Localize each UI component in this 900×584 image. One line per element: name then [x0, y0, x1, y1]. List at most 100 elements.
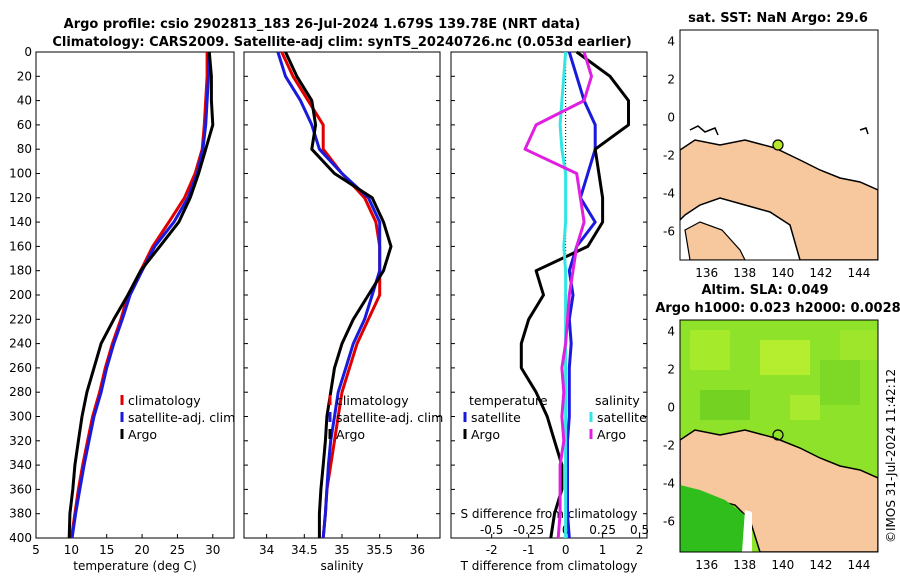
legend-sal-entry: satellite	[597, 410, 647, 425]
x-tick-label: 0	[562, 543, 570, 557]
sla-argo-marker	[772, 429, 784, 441]
map-y-tick-label: -2	[663, 439, 675, 453]
map-x-tick-label: 138	[733, 266, 756, 280]
map-y-tick-label: 0	[667, 400, 675, 414]
x-axis-label: temperature (deg C)	[73, 559, 196, 573]
sst-land-png	[680, 139, 878, 260]
y-tick-label: 100	[9, 167, 32, 181]
x-tick-label: 2	[636, 543, 644, 557]
y-tick-label: 200	[9, 288, 32, 302]
map-y-tick-label: 4	[667, 324, 675, 338]
x-tick-label: 20	[134, 543, 149, 557]
figure-title-line1: Argo profile: csio 2902813_183 26-Jul-20…	[64, 17, 581, 32]
s-tick-label: -0.5	[480, 523, 503, 537]
x-tick-label: 36	[410, 543, 425, 557]
y-tick-label: 80	[17, 142, 32, 156]
sst-map-title: sat. SST: NaN Argo: 29.6	[688, 11, 868, 26]
x-tick-label: 30	[205, 543, 220, 557]
x-tick-label: 35	[334, 543, 349, 557]
y-tick-label: 400	[9, 531, 32, 545]
map-y-tick-label: 4	[667, 34, 675, 48]
x-tick-label: 1	[599, 543, 607, 557]
map-y-tick-label: 0	[667, 110, 675, 124]
series-t-argo-line	[519, 50, 630, 539]
sla-map-title2: Argo h1000: 0.023 h2000: 0.0028	[655, 301, 900, 316]
legend-entry: Argo	[336, 427, 365, 442]
map-y-tick-label: -4	[663, 477, 675, 491]
legend-temp-entry: Argo	[471, 427, 500, 442]
series-satellite-adj-clim-line	[70, 52, 210, 539]
s-tick-label: 0.25	[589, 523, 616, 537]
sla-map-panel: Altim. SLA: 0.049 Argo h1000: 0.023 h200…	[655, 283, 900, 553]
sst-argo-marker	[772, 139, 784, 151]
map-x-tick-label: 144	[848, 266, 871, 280]
y-tick-label: 180	[9, 264, 32, 278]
y-tick-label: 240	[9, 337, 32, 351]
legend-entry: climatology	[336, 393, 409, 408]
x-axis-label: T difference from climatology	[460, 559, 638, 573]
y-tick-label: 380	[9, 507, 32, 521]
map-y-tick-label: -6	[663, 224, 675, 238]
sla-map-title1: Altim. SLA: 0.049	[702, 283, 829, 298]
series-argo-line	[284, 51, 393, 538]
footer-stamp: ©IMOS 31-Jul-2024 11:42:12	[884, 369, 898, 543]
legend-temp-entry: satellite	[471, 410, 521, 425]
x-tick-label: 10	[64, 543, 79, 557]
y-tick-label: 60	[17, 118, 32, 132]
x-tick-label: 34	[259, 543, 274, 557]
map-y-tick-label: -2	[663, 148, 675, 162]
y-tick-label: 0	[24, 45, 32, 59]
map-x-tick-label: 136	[695, 266, 718, 280]
legend-temp-title: temperature	[469, 393, 548, 408]
map-y-tick-label: -4	[663, 186, 675, 200]
x-axis-label: salinity	[320, 559, 363, 573]
x-tick-label: 34.5	[291, 543, 318, 557]
y-tick-label: 260	[9, 361, 32, 375]
legend-entry: satellite-adj. clim	[128, 410, 235, 425]
y-tick-label: 360	[9, 482, 32, 496]
x-tick-label: 5	[32, 543, 40, 557]
legend-entry: Argo	[128, 427, 157, 442]
map-x-tick-label: 140	[771, 558, 794, 572]
s-tick-label: 0.5	[630, 523, 649, 537]
x-tick-label: -2	[486, 543, 498, 557]
sst-land-island	[684, 221, 746, 260]
map-x-tick-label: 144	[848, 558, 871, 572]
y-tick-label: 160	[9, 239, 32, 253]
map-x-tick-label: 136	[695, 558, 718, 572]
y-tick-label: 220	[9, 312, 32, 326]
series-s-argo-line	[523, 51, 593, 539]
legend-sal-title: salinity	[595, 393, 640, 408]
y-tick-label: 340	[9, 458, 32, 472]
series-argo-line	[67, 51, 215, 539]
y-tick-label: 140	[9, 215, 32, 229]
series-s-satellite-line	[558, 51, 568, 538]
x-tick-label: -1	[523, 543, 535, 557]
map-y-tick-label: 2	[667, 72, 675, 86]
x-tick-label: 25	[170, 543, 185, 557]
y-tick-label: 300	[9, 410, 32, 424]
legend-sal-entry: Argo	[597, 427, 626, 442]
series-climatology-line	[280, 51, 382, 539]
x-tick-label: 15	[99, 543, 114, 557]
figure-title-line2: Climatology: CARS2009. Satellite-adj cli…	[52, 35, 631, 50]
y-tick-label: 20	[17, 69, 32, 83]
legend-entry: climatology	[128, 393, 201, 408]
map-x-tick-label: 142	[809, 266, 832, 280]
x-tick-label: 35.5	[366, 543, 393, 557]
y-tick-label: 40	[17, 94, 32, 108]
legend-entry: satellite-adj. clim	[336, 410, 443, 425]
map-x-tick-label: 138	[733, 558, 756, 572]
y-tick-label: 120	[9, 191, 32, 205]
series-t-satellite-line	[566, 51, 597, 539]
s-axis-label: S difference from climatology	[461, 507, 638, 521]
y-tick-label: 280	[9, 385, 32, 399]
map-x-tick-label: 142	[809, 558, 832, 572]
map-x-tick-label: 140	[771, 266, 794, 280]
y-tick-label: 320	[9, 434, 32, 448]
s-tick-label: -0.25	[513, 523, 544, 537]
sst-map-panel: sat. SST: NaN Argo: 29.6	[679, 11, 879, 261]
map-y-tick-label: 2	[667, 362, 675, 376]
map-y-tick-label: -6	[663, 515, 675, 529]
